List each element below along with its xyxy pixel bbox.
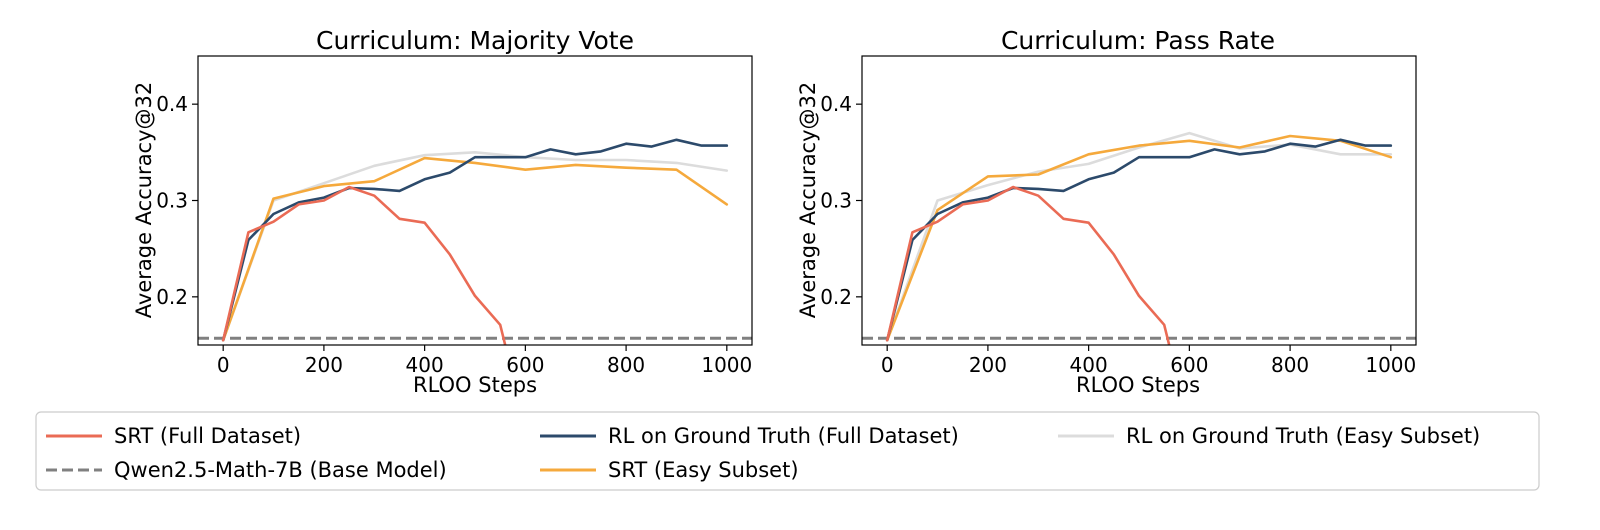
y-axis-label: Average Accuracy@32 <box>796 82 820 319</box>
plot-area: 0 200 400 600 800 1000 0.2 0.3 0.4 <box>820 55 1417 377</box>
chart-title: Curriculum: Pass Rate <box>1001 26 1275 55</box>
legend-item-srt-full-dataset: SRT (Full Dataset) <box>46 424 301 448</box>
panel-pass-rate: Curriculum: Pass Rate 0 200 400 600 800 10000… <box>796 26 1417 397</box>
y-tick-label: 0.4 <box>156 92 188 116</box>
legend-label: SRT (Full Dataset) <box>114 424 301 448</box>
legend-label: RL on Ground Truth (Easy Subset) <box>1126 424 1480 448</box>
series-line-rl-on-ground-truth-full-dataset <box>885 138 1393 342</box>
axes-frame <box>197 55 753 346</box>
panel-majority-vote: Curriculum: Majority Vote 0 200 400 600 800 1… <box>132 26 753 397</box>
x-tick-label: 1000 <box>701 353 752 377</box>
legend-label: SRT (Easy Subset) <box>608 458 799 482</box>
series-line-srt-full-dataset <box>221 185 507 345</box>
x-axis-label: RLOO Steps <box>1076 373 1200 397</box>
x-tick-label: 400 <box>1070 353 1108 377</box>
series-group <box>862 131 1416 345</box>
legend-item-srt-easy-subset: SRT (Easy Subset) <box>540 458 799 482</box>
series-group <box>198 138 752 345</box>
legend: SRT (Full Dataset) Qwen2.5-Math-7B (Base … <box>35 411 1540 491</box>
x-tick-label: 800 <box>1271 353 1309 377</box>
series-line-srt-easy-subset <box>221 156 729 342</box>
legend-label: Qwen2.5-Math-7B (Base Model) <box>114 458 447 482</box>
y-tick-label: 0.2 <box>156 285 188 309</box>
y-tick-label: 0.3 <box>156 189 188 213</box>
x-tick-label: 0 <box>217 353 230 377</box>
x-tick-label: 200 <box>969 353 1007 377</box>
x-tick-label: 800 <box>607 353 645 377</box>
y-tick-label: 0.3 <box>820 189 852 213</box>
y-axis-label: Average Accuracy@32 <box>132 82 156 319</box>
series-line-rl-on-ground-truth-easy-subset <box>221 151 729 342</box>
x-tick-label: 200 <box>305 353 343 377</box>
legend-item-qwen2-5-math-7b-base-model: Qwen2.5-Math-7B (Base Model) <box>46 458 447 482</box>
x-tick-label: 400 <box>406 353 444 377</box>
legend-item-rl-on-ground-truth-easy-subset: RL on Ground Truth (Easy Subset) <box>1058 424 1480 448</box>
axes-frame <box>861 55 1417 346</box>
series-line-srt-easy-subset <box>885 134 1393 342</box>
legend-label: RL on Ground Truth (Full Dataset) <box>608 424 959 448</box>
x-axis-label: RLOO Steps <box>413 373 537 397</box>
y-tick-label: 0.2 <box>820 285 852 309</box>
x-tick-label: 0 <box>881 353 894 377</box>
legend-item-rl-on-ground-truth-full-dataset: RL on Ground Truth (Full Dataset) <box>540 424 959 448</box>
series-line-rl-on-ground-truth-full-dataset <box>221 138 729 342</box>
x-tick-label: 600 <box>506 353 544 377</box>
x-tick-label: 600 <box>1170 353 1208 377</box>
series-line-srt-full-dataset <box>885 185 1171 345</box>
y-tick-label: 0.4 <box>820 92 852 116</box>
x-tick-label: 1000 <box>1365 353 1416 377</box>
legend-frame <box>35 411 1540 491</box>
plot-area: 0 200 400 600 800 1000 0.2 0.3 0.4 <box>156 55 753 377</box>
series-line-rl-on-ground-truth-easy-subset <box>885 131 1393 342</box>
chart-title: Curriculum: Majority Vote <box>316 26 634 55</box>
